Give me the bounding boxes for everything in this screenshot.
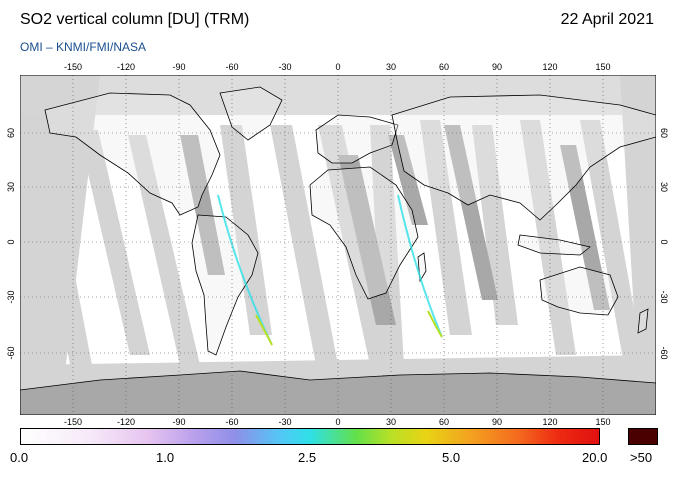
swath-dark [180,125,610,325]
colorbar-label: 20.0 [582,450,608,465]
colorbar-label: 5.0 [442,450,461,465]
colorbar-label: >50 [630,450,653,465]
so2-trace-africa-tail [427,310,443,338]
lon-label-top: 0 [335,62,341,72]
colorbar-label: 2.5 [298,450,317,465]
lat-label-left: 60 [6,127,16,139]
lat-label-right: 60 [659,127,669,139]
asia [391,94,656,221]
lon-label-bottom: -150 [63,417,83,427]
lon-label-top: -90 [172,62,186,72]
lat-label-right: -60 [659,346,669,360]
lat-label-left: 30 [6,181,16,193]
new-zealand [637,308,649,334]
world-map [20,75,656,415]
lon-label-top: 150 [595,62,611,72]
lon-label-top: 60 [438,62,450,72]
so2-trace-africa [397,194,443,338]
europe [315,114,399,164]
lat-label-left: -30 [6,290,16,304]
colorbar-max-box [628,428,658,445]
lon-label-top: 90 [491,62,503,72]
lon-label-bottom: 30 [385,417,397,427]
lon-label-bottom: -60 [225,417,239,427]
map-date: 22 April 2021 [560,11,654,28]
lat-label-right: 0 [659,239,669,245]
land-masses [20,86,656,415]
lon-label-bottom: 150 [595,417,611,427]
lat-label-right: -30 [659,290,669,304]
graticule [20,75,656,415]
data-source: OMI – KNMI/FMI/NASA [20,40,147,54]
south-america [191,214,259,356]
lat-label-left: -60 [6,346,16,360]
lat-label-right: 30 [659,181,669,193]
lon-label-top: -30 [278,62,292,72]
lon-label-bottom: 90 [491,417,503,427]
colorbar-label: 1.0 [156,450,175,465]
lon-label-bottom: -90 [172,417,186,427]
lat-label-left: 0 [6,239,16,245]
lon-label-bottom: -30 [278,417,292,427]
lon-label-top: -120 [116,62,136,72]
indonesia [517,234,591,256]
colorbar-label: 0.0 [10,450,29,465]
lon-label-bottom: 60 [438,417,450,427]
lon-label-top: 30 [385,62,397,72]
lon-label-bottom: 0 [335,417,341,427]
lon-label-top: -150 [63,62,83,72]
map-title: SO2 vertical column [DU] (TRM) [20,11,250,28]
lon-label-top: 120 [542,62,558,72]
so2-trace-americas-tail [255,314,273,346]
north-america [44,92,221,216]
lon-label-top: -60 [225,62,239,72]
colorbar [20,428,600,445]
lon-label-bottom: 120 [542,417,558,427]
australia [539,266,619,316]
so2-traces [217,194,443,346]
lon-label-bottom: -120 [116,417,136,427]
